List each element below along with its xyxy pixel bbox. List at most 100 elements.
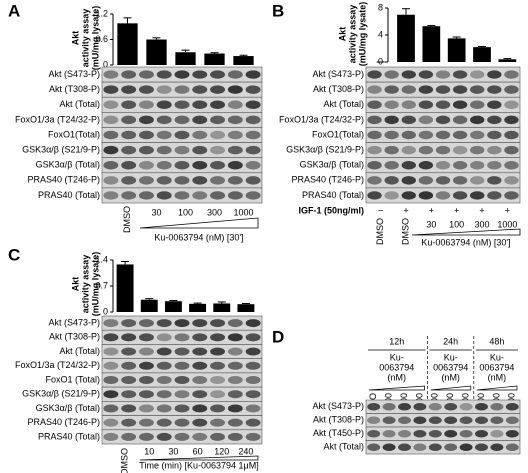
y-axis-label: activity assay: [347, 5, 357, 64]
blot-band: [138, 333, 154, 342]
group-label: Ku-: [390, 352, 404, 362]
blot-band: [174, 145, 190, 155]
blot-band: [121, 347, 137, 356]
blot-band: [121, 130, 137, 140]
blot-band: [103, 130, 119, 140]
blot-band: [401, 160, 416, 170]
blot-label: FoxO1/3a (T24/32-P): [15, 114, 100, 124]
blot-band: [444, 416, 458, 425]
blot-band: [401, 145, 416, 155]
lane-label: 30: [168, 446, 178, 456]
blot-band: [367, 130, 382, 140]
blot-band: [367, 443, 381, 452]
blot-band: [227, 100, 243, 110]
blot-band: [475, 443, 488, 452]
blot-band: [504, 176, 519, 185]
blot-band: [121, 376, 137, 384]
blot-band: [435, 145, 451, 155]
blot-band: [210, 145, 226, 155]
treatment-sign: +: [403, 205, 408, 215]
blot-band: [487, 70, 502, 79]
blot-band: [103, 100, 119, 110]
blot-band: [121, 100, 137, 110]
blot-band: [156, 347, 172, 356]
lane-label: DMSO: [119, 448, 129, 473]
blot-band: [210, 319, 226, 328]
dose-wedge: [139, 455, 259, 461]
blot-band: [192, 115, 208, 125]
bar: [498, 59, 517, 62]
blot-band: [245, 176, 261, 185]
bar: [146, 39, 167, 65]
blot-band: [470, 130, 485, 140]
dose-wedge: [139, 217, 259, 229]
blot-band: [401, 115, 416, 125]
group-time: 12h: [389, 336, 404, 346]
blot-band: [452, 85, 468, 94]
blot-label: GSK3α/β (S21/9-P): [22, 144, 100, 154]
blot-band: [487, 115, 502, 125]
group-label: 0063794: [479, 362, 514, 372]
blot-band: [138, 130, 154, 140]
blot-band: [490, 402, 504, 411]
blot-band: [192, 390, 208, 399]
blot-band: [504, 115, 519, 125]
y-tick-label: 0.7: [95, 280, 108, 290]
lane-label: 30: [151, 207, 161, 217]
blot-band: [227, 432, 243, 441]
blot-band: [452, 176, 468, 185]
blot-band: [103, 432, 119, 441]
blot-band: [138, 100, 154, 110]
blot-band: [398, 429, 411, 438]
group-label: (nM): [441, 372, 460, 382]
blot-band: [174, 390, 190, 399]
blot-label: PRAS40 (T246-P): [291, 175, 364, 185]
blot-band: [192, 432, 208, 441]
blot-band: [174, 361, 190, 370]
blot-band: [505, 429, 519, 438]
blot-band: [174, 191, 190, 200]
blot-band: [245, 347, 261, 356]
blot-band: [227, 319, 243, 328]
blot-band: [121, 191, 137, 200]
blot-label: FoxO1 (Total): [45, 374, 100, 384]
blot-band: [459, 443, 473, 452]
blot-band: [367, 429, 381, 438]
blot-band: [384, 85, 399, 94]
blot-band: [487, 191, 502, 200]
blot-band: [401, 70, 416, 79]
y-tick-label: 1.4: [95, 254, 108, 264]
y-tick-label: 4: [378, 29, 383, 39]
blot-band: [138, 115, 154, 125]
blot-band: [103, 160, 119, 170]
blot-band: [156, 176, 172, 185]
blot-band: [245, 333, 261, 342]
blot-band: [452, 160, 468, 170]
blot-band: [156, 376, 172, 384]
blot-band: [382, 429, 396, 438]
blot-band: [156, 418, 172, 427]
blot-label: Akt (Total): [59, 346, 100, 356]
blot-label: FoxO1(Total): [312, 129, 364, 139]
blot-band: [475, 402, 488, 411]
blot-label: GSK3α/β (S21/9-P): [286, 144, 364, 154]
blot-band: [121, 390, 137, 399]
blot-band: [121, 361, 137, 370]
blot-band: [452, 115, 468, 125]
treatment-sign: +: [429, 205, 434, 215]
blot-band: [121, 176, 137, 185]
blot-band: [174, 176, 190, 185]
blot-band: [245, 130, 261, 140]
blot-band: [192, 376, 208, 384]
blot-band: [413, 429, 427, 438]
blot-band: [452, 130, 468, 140]
blot-band: [452, 145, 468, 155]
blot-band: [384, 130, 399, 140]
blot-label: GSK3α/β (Total): [36, 160, 100, 170]
blot-band: [382, 443, 396, 452]
group-label: (nM): [388, 372, 407, 382]
group-label: Ku-: [490, 352, 504, 362]
blot-band: [121, 319, 137, 328]
bar: [189, 303, 207, 312]
blot-band: [398, 416, 411, 425]
